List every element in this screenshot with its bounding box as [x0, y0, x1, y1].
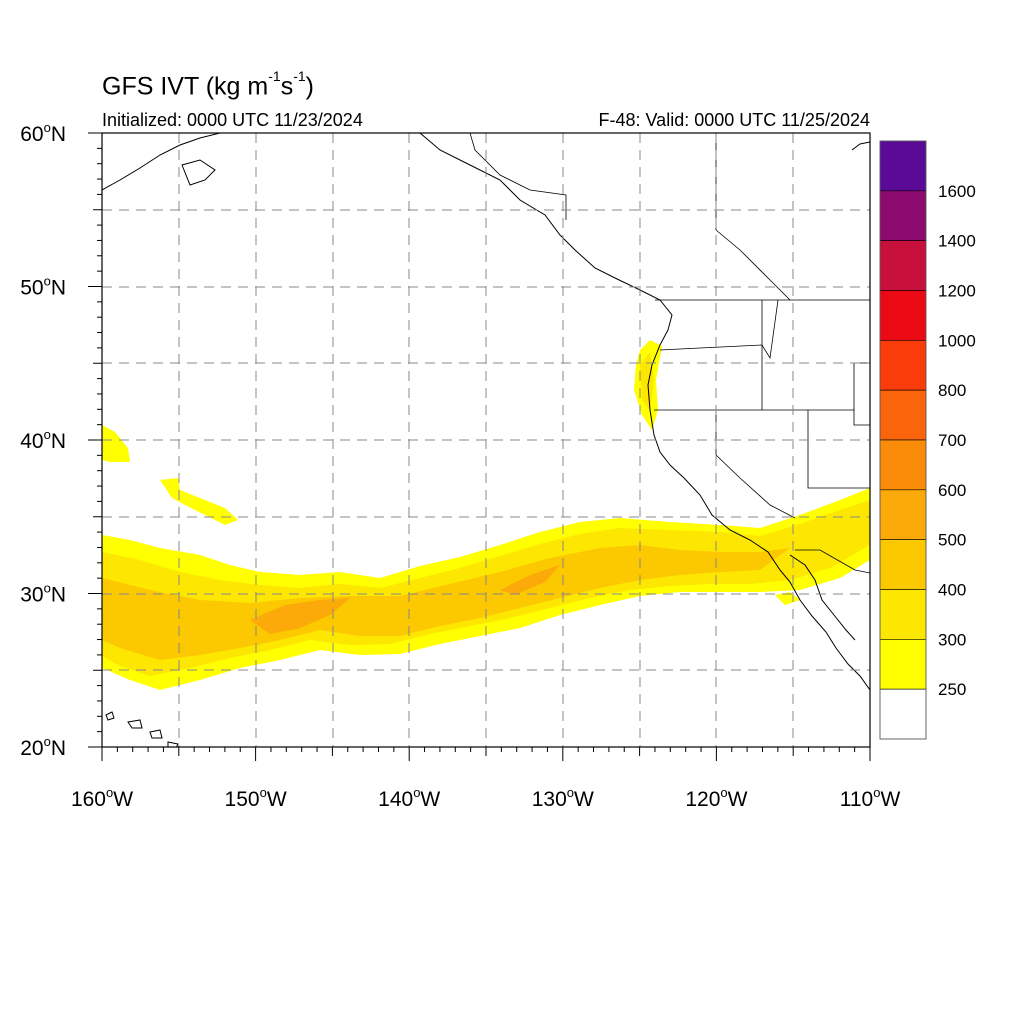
axis-ticks: [88, 132, 871, 761]
ivt-contour-500: [250, 565, 560, 634]
border-ca-nv: [715, 410, 796, 519]
colorbar-label-250: 250: [938, 680, 966, 699]
colorbar-swatch: [879, 140, 927, 192]
lat-label-40: 40oN: [20, 427, 66, 453]
colorbar-label-500: 500: [938, 531, 966, 550]
colorbar-swatch: [879, 240, 927, 291]
political-borders: [469, 133, 870, 574]
ivt-patch-baja: [775, 592, 800, 605]
colorbar-swatch: [879, 340, 927, 391]
colorbar-label-1000: 1000: [938, 331, 976, 350]
colorbar-frame: [879, 140, 927, 740]
border-mt: [853, 362, 870, 426]
lon-label-140: 140oW: [378, 785, 440, 811]
coastline-baja: [789, 554, 856, 641]
lat-label-20: 20oN: [20, 734, 66, 760]
colorbar-label-1200: 1200: [938, 282, 976, 301]
ivt-patch-coast-core: [640, 352, 654, 410]
coastline-alaska: [102, 133, 221, 191]
valid-time: F-48: Valid: 0000 UTC 11/25/2024: [598, 110, 871, 130]
colorbar-label-800: 800: [938, 381, 966, 400]
lon-label-130: 130oW: [532, 785, 594, 811]
map-title: GFS IVT (kg m-1s-1): [102, 68, 314, 101]
lon-label-160: 160oW: [71, 785, 133, 811]
colorbar-swatch: [879, 489, 927, 540]
colorbar-label-1400: 1400: [938, 232, 976, 251]
colorbar-label-600: 600: [938, 481, 966, 500]
ivt-patch-north: [102, 425, 130, 462]
lat-label-50: 50oN: [20, 274, 66, 300]
border-nv-ut: [807, 410, 870, 489]
latitude-labels: 60oN 50oN 40oN 30oN 20oN: [20, 120, 66, 760]
colorbar-swatch: [879, 539, 927, 590]
coastline-north-america: [419, 133, 870, 691]
longitude-labels: 160oW 150oW 140oW 130oW 120oW 110oW: [71, 785, 901, 811]
colorbar-label-300: 300: [938, 630, 966, 649]
colorbar-swatch: [879, 639, 927, 690]
colorbar: 1600 1400 1200 1000 800 700 600 500 400 300 250: [879, 140, 976, 740]
colorbar-label-700: 700: [938, 431, 966, 450]
lon-label-110: 110oW: [840, 785, 901, 811]
ivt-patch-mid: [160, 478, 238, 525]
colorbar-swatch: [879, 589, 927, 640]
colorbar-swatch: [879, 389, 927, 441]
coastlines: [102, 133, 870, 747]
border-us-mexico: [795, 549, 870, 574]
lat-label-30: 30oN: [20, 581, 66, 607]
initialized-time: Initialized: 0000 UTC 11/23/2024: [102, 110, 363, 130]
colorbar-swatch: [879, 290, 927, 341]
lon-label-150: 150oW: [225, 785, 287, 811]
colorbar-swatch: [879, 439, 927, 491]
colorbar-swatch: [879, 688, 927, 740]
coastline-hawaii: [105, 711, 179, 747]
coastline-gulf: [181, 159, 216, 186]
border-alaska-canada: [469, 133, 567, 220]
graticule: [102, 133, 870, 747]
coastline-nw-corner: [851, 141, 870, 151]
lat-label-60: 60oN: [20, 120, 66, 146]
colorbar-swatch: [879, 190, 927, 241]
colorbar-label-1600: 1600: [938, 182, 976, 201]
colorbar-label-400: 400: [938, 581, 966, 600]
lon-label-120: 120oW: [685, 785, 747, 811]
border-wa-or: [659, 299, 779, 360]
border-canada-inner: [715, 133, 791, 301]
